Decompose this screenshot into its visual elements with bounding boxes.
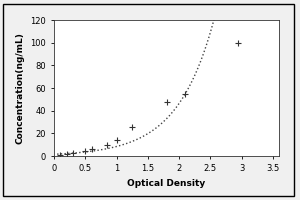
Point (105, 143, 110, 146)
Point (64, 153, 69, 156)
Point (164, 100, 169, 103)
Point (89, 148, 94, 151)
Point (58, 154, 63, 157)
Point (83, 150, 88, 153)
Point (70, 152, 75, 155)
Point (236, 41, 241, 44)
Y-axis label: Concentration(ng/mL): Concentration(ng/mL) (15, 32, 24, 144)
X-axis label: Optical Density: Optical Density (128, 179, 206, 188)
Point (183, 92, 188, 95)
Point (114, 139, 119, 142)
Point (130, 125, 134, 128)
